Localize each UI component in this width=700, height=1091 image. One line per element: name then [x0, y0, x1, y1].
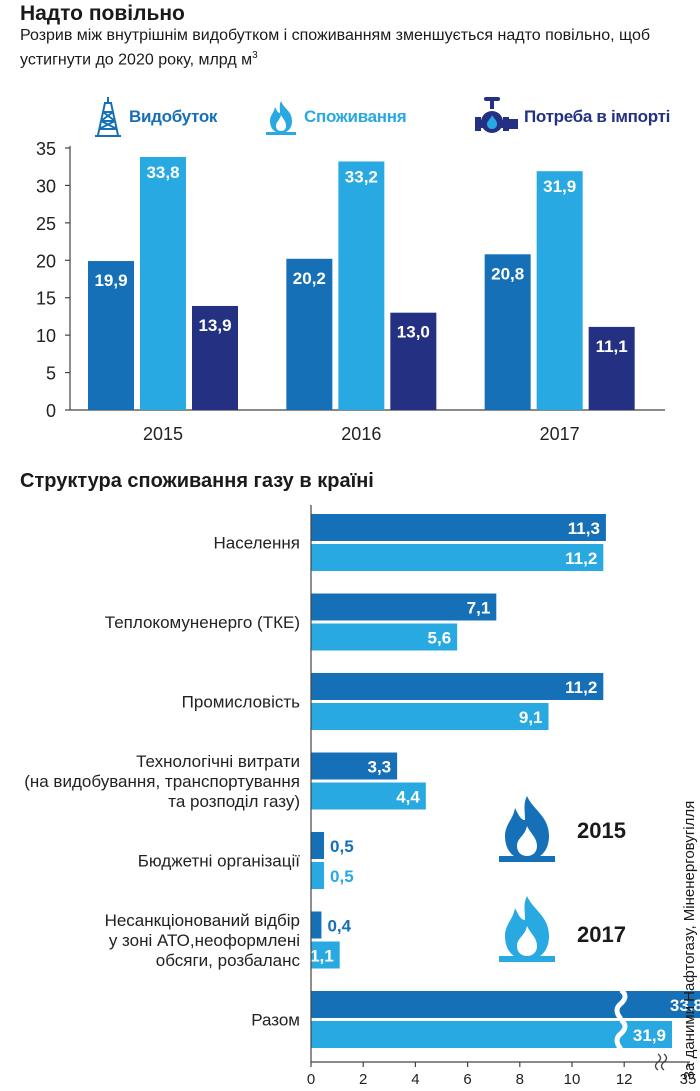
- bar-2016-0: [286, 258, 333, 410]
- x-tick-label: 2: [359, 1071, 367, 1088]
- chart-subtitle: Розрив між внутрішнім видобутком і спожи…: [20, 27, 651, 69]
- y-tick-label: 15: [36, 289, 56, 309]
- hbar-value-label: 11,2: [565, 678, 597, 697]
- bar-value-label: 19,9: [94, 271, 127, 290]
- category-label: Населення: [214, 534, 300, 553]
- bar-value-label: 33,8: [146, 163, 179, 182]
- gas-valve-icon: [475, 97, 518, 133]
- x-tick-label: 6: [463, 1071, 471, 1088]
- legend-consumption: Споживання: [264, 96, 407, 138]
- hbar-4-2015: [311, 832, 325, 859]
- legend-2015-flame-icon: [499, 796, 555, 862]
- x-category-label: 2017: [540, 424, 580, 444]
- vertical-bar-chart: 0 5 10 15 20 25 30 35 19,9 33,8 13,9 2015 20,2 33,2 13…: [36, 139, 665, 444]
- bar-value-label: 13,0: [397, 323, 430, 342]
- hbar-1-2015: [311, 593, 497, 621]
- x-tick-label: 8: [516, 1071, 524, 1088]
- axis-break-mark: [614, 988, 628, 1021]
- y-tick-label: 35: [36, 139, 56, 159]
- category-label: Технологічні витрати: [136, 752, 300, 771]
- hbar-0-2015: [311, 514, 606, 541]
- y-tick-label: 0: [46, 401, 56, 421]
- y-tick-label: 5: [46, 364, 56, 384]
- hbar-value-label: 7,1: [467, 599, 491, 618]
- oil-derrick-icon: [95, 97, 121, 137]
- bar-2017-2: [588, 326, 635, 410]
- hbar-value-label: 3,3: [367, 758, 391, 777]
- x-tick-label: 12: [616, 1071, 633, 1088]
- y-tick-label: 20: [36, 251, 56, 271]
- y-tick-label: 10: [36, 326, 56, 346]
- category-label: Теплокомуненерго (ТКЕ): [105, 613, 300, 632]
- legend-production: Видобуток: [93, 96, 217, 138]
- category-label: Разом: [251, 1011, 300, 1030]
- hbar-6-2017: [311, 1021, 672, 1048]
- x-category-label: 2016: [341, 424, 381, 444]
- hbar-value-label: 1,1: [310, 947, 334, 966]
- bar-2016-2: [390, 312, 437, 410]
- bar-value-label: 31,9: [543, 177, 576, 196]
- bar-value-label: 20,2: [293, 269, 326, 288]
- legend-imports-label: Потреба в імпорті: [524, 107, 671, 126]
- hbar-value-label: 11,2: [565, 549, 597, 568]
- bar-2015-2: [192, 305, 238, 410]
- x-axis-break: [654, 1053, 668, 1071]
- hbar-6-2015: [311, 991, 700, 1018]
- x-tick-label: 10: [564, 1071, 581, 1088]
- legend-production-label: Видобуток: [129, 107, 218, 126]
- hbar-value-label: 33,8: [670, 996, 700, 1015]
- category-label: обсяги, розбаланс: [156, 951, 301, 970]
- hbar-1-2017: [311, 623, 458, 651]
- category-label: Несанкціонований відбір: [105, 911, 300, 930]
- bar-2015-0: [88, 261, 134, 410]
- legend-imports: Потреба в імпорті: [474, 96, 670, 138]
- hbar-3-2015: [311, 752, 398, 780]
- bar-2015-1: [140, 156, 186, 410]
- hbar-4-2017: [311, 862, 325, 889]
- category-label: Промисловість: [182, 693, 300, 712]
- y-tick-label: 25: [36, 214, 56, 234]
- x-tick-label: 0: [307, 1071, 315, 1088]
- y-tick-label: 30: [36, 176, 56, 196]
- hbar-5-2015: [311, 911, 322, 939]
- hbar-value-label: 4,4: [396, 788, 420, 807]
- bar-value-label: 20,8: [491, 264, 524, 283]
- bar-value-label: 11,1: [596, 337, 628, 356]
- legend-consumption-label: Споживання: [304, 107, 407, 126]
- hbar-value-label: 11,3: [568, 519, 600, 538]
- bar-2016-1: [338, 161, 385, 410]
- bar-2017-0: [484, 254, 531, 410]
- hbar-5-2017: [311, 941, 340, 969]
- x-tick-label: 4: [411, 1071, 419, 1088]
- category-label: Бюджетні організації: [138, 852, 301, 871]
- bar-2017-1: [536, 171, 583, 410]
- hbar-value-label: 31,9: [633, 1026, 666, 1045]
- bar-value-label: 33,2: [345, 167, 378, 186]
- hbar-value-label: 0,5: [330, 837, 354, 856]
- category-label: та розподіл газу): [168, 792, 300, 811]
- hbar-2-2015: [311, 673, 604, 700]
- source-credit: За даними Нафтогазу, Міненерговугілля: [681, 800, 698, 1080]
- hbar-value-label: 5,6: [428, 629, 452, 648]
- flame-icon: [266, 101, 296, 135]
- hbar-value-label: 0,5: [330, 867, 354, 886]
- hbar-3-2017: [311, 782, 426, 810]
- hbar-2-2017: [311, 703, 549, 730]
- horizontal-bar-chart: 11,3 11,2 Населення 7,1 5,6 Теплокомуненерго …: [24, 505, 700, 1088]
- section2-title: Структура споживання газу в країні: [20, 470, 374, 492]
- category-label: (на видобування, транспортування: [24, 772, 300, 791]
- category-label: у зоні АТО,неоформлені: [109, 931, 300, 950]
- bar-value-label: 13,9: [198, 316, 231, 335]
- chart-title: Надто повільно: [20, 2, 185, 25]
- hbar-value-label: 9,1: [519, 708, 543, 727]
- legend-2017-flame-icon: [499, 896, 555, 962]
- legend-2017-label: 2017: [577, 922, 626, 947]
- axis-break-mark: [614, 1018, 628, 1051]
- hbar-value-label: 0,4: [327, 917, 351, 936]
- hbar-0-2017: [311, 544, 604, 571]
- legend-2015-label: 2015: [577, 818, 626, 843]
- x-category-label: 2015: [143, 424, 183, 444]
- x-tick-label: 35: [680, 1071, 697, 1088]
